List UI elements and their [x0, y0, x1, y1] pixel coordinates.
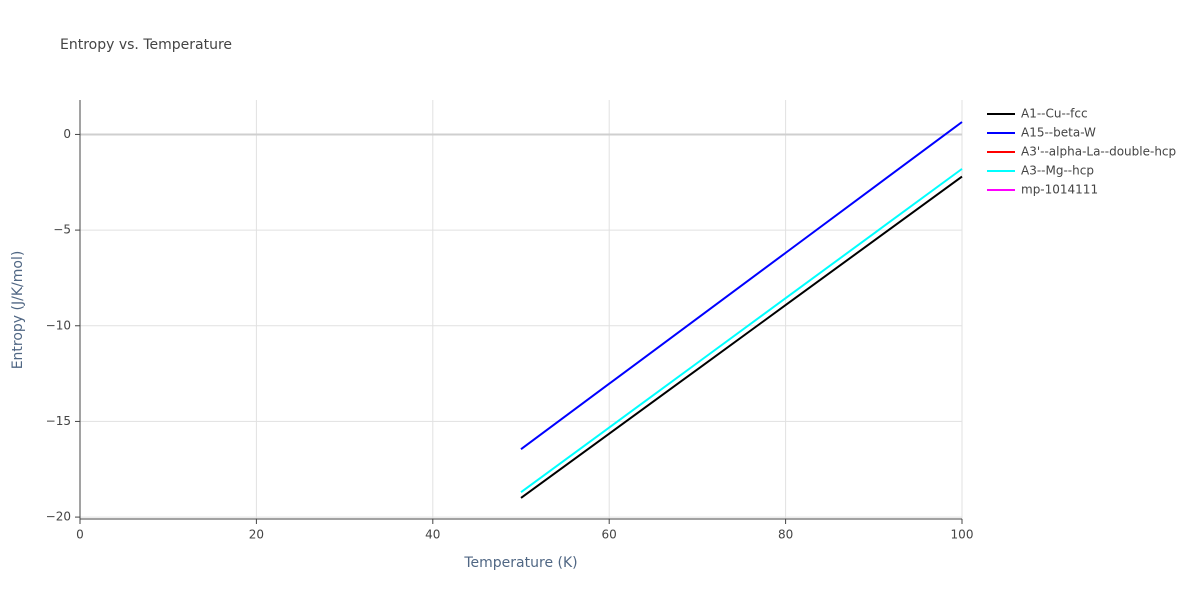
- legend-label: A3'--alpha-La--double-hcp: [1021, 145, 1176, 159]
- legend-label: A3--Mg--hcp: [1021, 164, 1094, 178]
- x-tick-label: 100: [951, 528, 974, 542]
- x-tick-label: 20: [249, 528, 264, 542]
- y-tick-label: −15: [46, 414, 71, 428]
- chart-title: Entropy vs. Temperature: [60, 37, 232, 53]
- x-tick-label: 40: [425, 528, 440, 542]
- x-tick-label: 60: [602, 528, 617, 542]
- y-tick-label: 0: [63, 127, 71, 141]
- legend-label: A1--Cu--fcc: [1021, 107, 1088, 121]
- x-tick-label: 80: [778, 528, 793, 542]
- y-tick-label: −20: [46, 510, 71, 524]
- series-line: [520, 121, 963, 450]
- y-axis-title: Entropy (J/K/mol): [10, 251, 26, 370]
- legend-label: mp-1014111: [1021, 183, 1098, 197]
- x-axis-title: Temperature (K): [463, 555, 577, 571]
- x-tick-label: 0: [76, 528, 84, 542]
- series-line: [520, 175, 963, 499]
- legend-label: A15--beta-W: [1021, 126, 1096, 140]
- y-tick-label: −5: [53, 223, 71, 237]
- series-line: [520, 168, 963, 494]
- y-tick-label: −10: [46, 318, 71, 332]
